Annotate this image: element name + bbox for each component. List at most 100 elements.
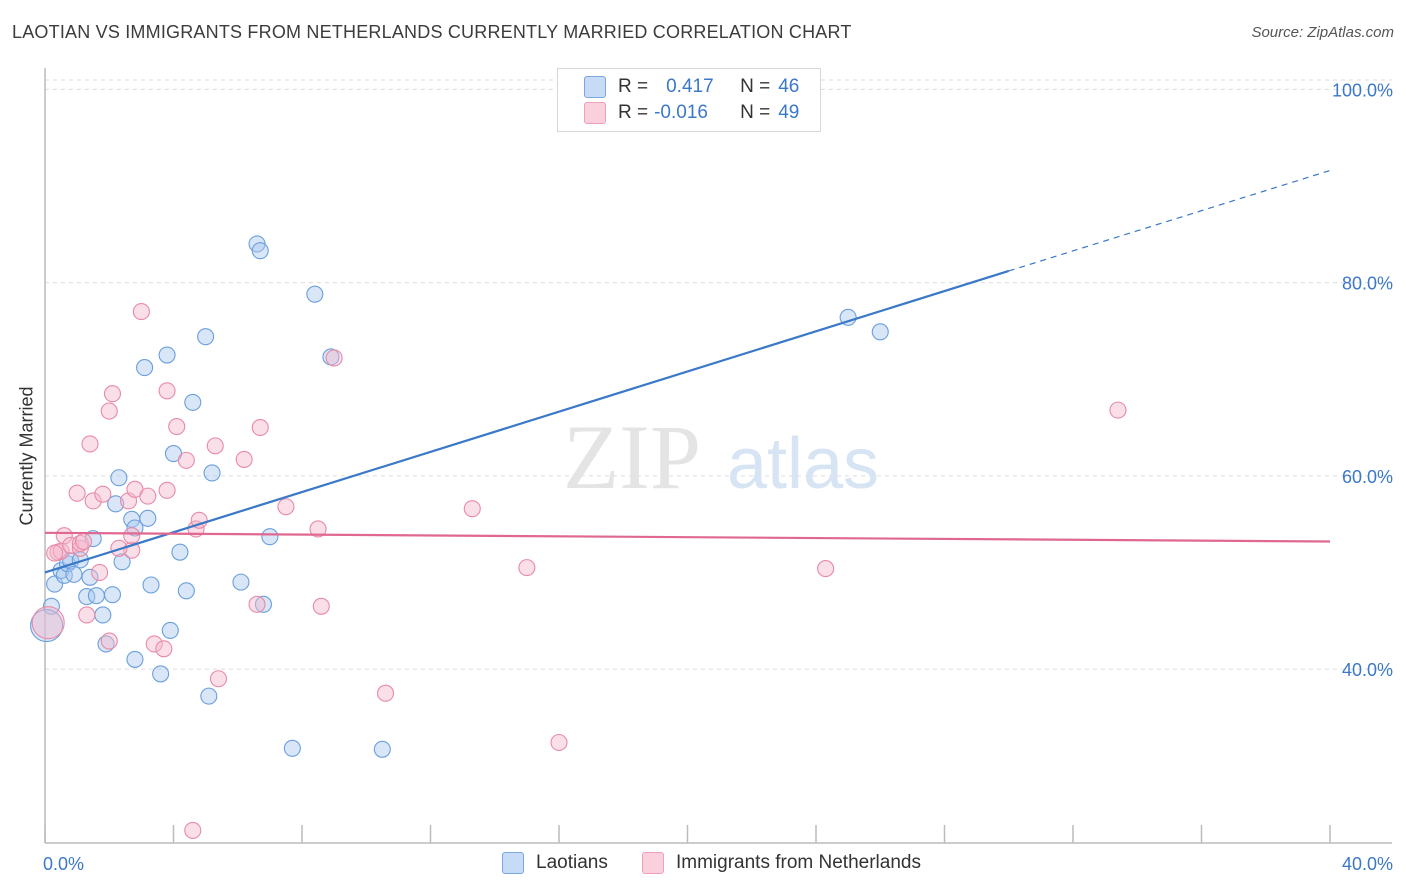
laotians-point [113,553,131,571]
laotians-point [30,609,64,643]
netherlands-point [309,520,327,538]
y-tick-label: 80.0% [1342,274,1393,294]
stats-legend: R = 0.417 N = 46 R = -0.016 N = 49 [557,68,821,132]
legend-swatch-netherlands [642,852,664,874]
laotians-point [283,739,301,757]
r-label: R = [618,76,649,97]
netherlands-point [209,670,228,688]
laotians-point [306,285,324,303]
laotians-point [197,328,215,346]
laotians-point [203,464,221,482]
laotians-point [84,530,102,548]
legend-label-netherlands: Immigrants from Netherlands [676,852,921,873]
y-axis-label: Currently Married [16,386,37,526]
laotians-point [152,665,170,683]
laotians-point [184,393,202,411]
netherlands-point [190,511,208,529]
legend-item-netherlands[interactable]: Immigrants from Netherlands [642,852,921,874]
watermark-atlas: atlas [727,424,879,504]
laotians-point [94,606,112,624]
netherlands-point [325,349,343,367]
r-label: R = [618,102,649,123]
netherlands-point [518,559,536,577]
netherlands-point [206,437,224,455]
chart-title: LAOTIAN VS IMMIGRANTS FROM NETHERLANDS C… [12,22,852,42]
laotians-point [251,242,269,260]
laotians-point [103,586,122,604]
netherlands-point [123,527,141,545]
netherlands-point [139,487,157,505]
y-tick-label: 60.0% [1342,467,1393,487]
netherlands-point [1109,401,1127,419]
laotians-point [42,597,60,615]
laotians-point [177,582,195,600]
netherlands-point [248,595,266,613]
netherlands-point [277,498,295,516]
netherlands-point [158,382,176,400]
netherlands-point [177,451,195,469]
netherlands-point [251,418,269,437]
netherlands-point [100,402,118,420]
y-tick-label: 100.0% [1332,80,1393,100]
x-tick-label: 0.0% [43,854,84,874]
axes [44,68,1392,844]
n-value: 49 [778,102,800,123]
netherlands-point [376,684,395,702]
laotians-point [107,495,125,513]
laotians-trend-line [44,269,1010,574]
netherlands-point [31,606,65,640]
watermark: ZIP atlas [563,406,879,508]
netherlands-point [55,527,73,545]
laotians-point [373,740,391,758]
netherlands-point [132,303,150,321]
legend-label-laotians: Laotians [536,852,608,873]
netherlands-point [78,606,96,624]
source-label: Source: ZipAtlas.com [1251,24,1394,41]
netherlands-point [75,532,93,551]
laotians-point [87,587,105,605]
stats-row-netherlands: R = -0.016 N = 49 [558,100,799,126]
netherlands-point [145,635,163,653]
laotians-point [254,595,273,613]
r-value: -0.016 [654,102,708,123]
netherlands-point [550,733,568,752]
netherlands-point [158,481,176,499]
y-tick-label: 40.0% [1342,660,1393,680]
legend-swatch-laotians [502,852,524,874]
netherlands-point [84,492,102,510]
laotians-point [97,635,115,653]
n-label: N = [740,76,771,97]
n-value: 46 [778,76,800,97]
x-tick-label: 40.0% [1342,854,1393,874]
netherlands-point [235,450,253,468]
netherlands-point [68,484,86,502]
legend-item-laotians[interactable]: Laotians [502,852,608,874]
n-label: N = [740,102,771,123]
laotians-point [81,568,99,586]
laotians-point [261,528,279,546]
laotians-point [65,565,83,583]
laotians-point [158,346,176,364]
netherlands-point [817,560,835,578]
r-value: 0.417 [666,76,714,97]
laotians-point [232,573,250,591]
laotians-point [161,621,179,639]
laotians-point [171,543,189,561]
netherlands-point [91,563,109,582]
laotians-point [200,687,218,705]
series-legend: Laotians Immigrants from Netherlands [0,852,1406,878]
netherlands-point [168,417,186,436]
netherlands-point [184,821,202,839]
laotians-point [110,469,128,487]
netherlands-point [103,385,122,403]
stats-swatch-laotians [584,76,606,98]
netherlands-trend-line [44,531,1331,543]
laotians-point [136,359,154,377]
laotians-trend-extension [1008,169,1331,272]
netherlands-point [81,435,99,453]
netherlands-point [100,632,118,650]
laotians-point [871,323,889,341]
laotians-point [139,509,157,527]
netherlands-point [463,500,481,518]
